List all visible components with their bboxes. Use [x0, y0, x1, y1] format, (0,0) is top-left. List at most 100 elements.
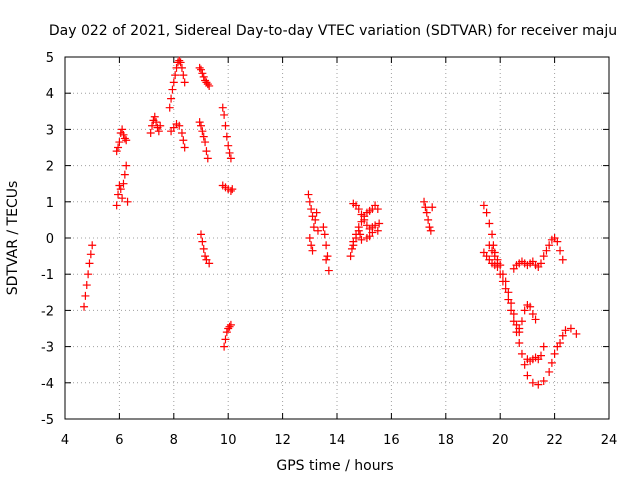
y-tick-label: -5 [41, 413, 54, 428]
data-point [220, 342, 229, 351]
data-point [114, 190, 123, 199]
data-point [85, 259, 94, 268]
data-point [197, 121, 205, 130]
data-point [197, 65, 205, 74]
data-point [360, 215, 369, 224]
data-point [323, 252, 332, 261]
x-tick-label: 20 [492, 433, 509, 448]
data-point [515, 338, 524, 347]
data-point [177, 63, 186, 72]
data-point [312, 208, 321, 217]
data-point [517, 349, 526, 358]
data-point [304, 190, 313, 199]
data-point [179, 71, 188, 80]
data-point [116, 185, 125, 194]
data-point [167, 94, 176, 103]
x-tick-label: 18 [438, 433, 455, 448]
data-point [84, 270, 93, 279]
data-point [195, 118, 204, 127]
data-point [352, 234, 361, 242]
data-point [224, 141, 233, 150]
data-point [222, 328, 231, 337]
data-point [80, 302, 89, 311]
data-point [373, 226, 382, 235]
data-point [572, 329, 581, 338]
data-point [82, 281, 91, 290]
x-tick-label: 16 [383, 433, 400, 448]
x-axis-label: GPS time / hours [276, 458, 393, 474]
data-point [220, 110, 229, 119]
data-point [199, 72, 208, 81]
data-point [176, 58, 185, 67]
series-arc-3 [112, 125, 131, 156]
data-point [198, 237, 207, 246]
data-point [531, 315, 540, 324]
series-arc-7 [195, 63, 214, 90]
y-tick-label: 4 [46, 87, 54, 102]
data-point [561, 326, 570, 335]
data-point [201, 138, 210, 147]
data-point [195, 63, 204, 72]
data-point [322, 241, 331, 250]
data-point [556, 246, 565, 255]
data-point [307, 205, 316, 214]
data-point [375, 219, 384, 228]
data-point [88, 241, 97, 250]
data-point [221, 121, 230, 130]
series-arc-8 [195, 118, 212, 163]
data-point [118, 194, 127, 203]
data-point [114, 143, 123, 152]
series-arc-22 [515, 300, 540, 333]
data-point [347, 244, 356, 253]
data-point [539, 376, 548, 385]
data-point [199, 132, 208, 141]
data-point [425, 223, 434, 232]
data-point [198, 127, 207, 136]
data-point [539, 252, 548, 261]
data-point [556, 338, 565, 347]
data-point [148, 121, 157, 130]
data-point [165, 103, 174, 112]
data-point [324, 266, 333, 275]
data-point [202, 147, 211, 156]
data-point [528, 378, 537, 387]
data-point [515, 324, 524, 333]
data-point [309, 223, 318, 232]
data-point [534, 380, 543, 389]
data-point [226, 320, 235, 329]
series-arc-16 [349, 199, 384, 235]
data-point [221, 335, 230, 344]
y-tick-label: -2 [41, 304, 54, 319]
data-point [122, 136, 131, 145]
data-point [115, 138, 124, 147]
data-point [146, 129, 155, 138]
data-point [420, 197, 429, 206]
data-point [496, 261, 505, 270]
data-point [225, 148, 234, 157]
data-point [175, 56, 184, 65]
data-point [368, 228, 377, 237]
data-point [150, 112, 159, 121]
data-point [171, 71, 180, 80]
data-point [523, 371, 532, 380]
data-point [482, 208, 491, 217]
data-point [373, 205, 382, 214]
data-point [205, 259, 214, 268]
data-point [485, 241, 494, 250]
series-arc-18 [420, 197, 437, 235]
data-point [346, 252, 355, 261]
data-point [493, 255, 502, 264]
data-point [539, 342, 548, 351]
data-point [198, 69, 207, 78]
data-point [197, 230, 205, 239]
data-point [501, 277, 510, 286]
data-point [120, 170, 129, 179]
data-point [357, 210, 366, 219]
data-point [308, 246, 317, 255]
x-tick-label: 24 [601, 433, 618, 448]
data-point [479, 201, 488, 210]
data-point [319, 223, 328, 232]
data-point [203, 154, 212, 163]
data-point [526, 302, 535, 311]
grid-lines [65, 57, 609, 419]
